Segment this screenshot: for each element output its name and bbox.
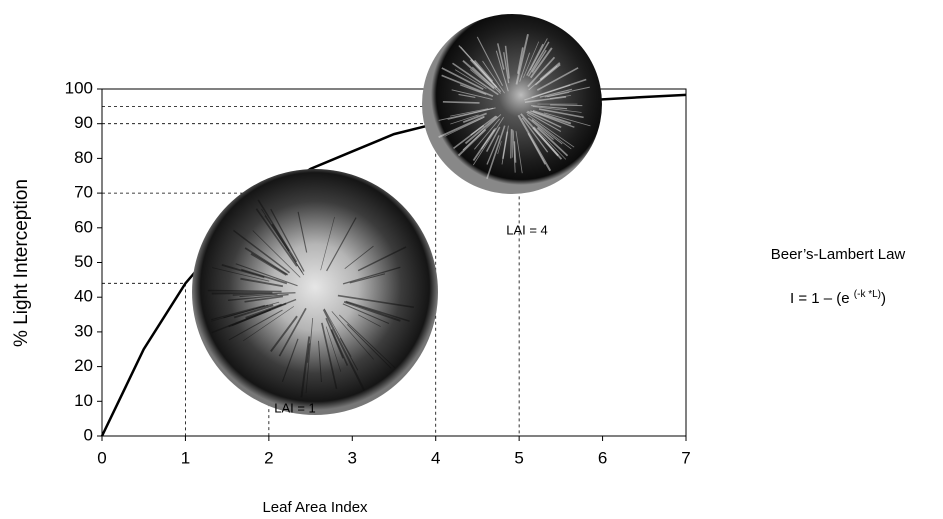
photo-texture bbox=[212, 293, 273, 294]
y-axis-label: % Light Interception bbox=[11, 179, 32, 347]
y-tick-label: 20 bbox=[74, 356, 93, 375]
chart: 0 10 20 30 40 50 60 70 80 90 100 0 1 2 3 4 5 6 7 LAI = 1 L… bbox=[0, 0, 943, 519]
x-tick-label: 3 bbox=[348, 448, 357, 467]
x-tick-label: 4 bbox=[431, 448, 440, 467]
y-tick-label: 30 bbox=[74, 321, 93, 340]
annotation: LAI = 1 bbox=[274, 400, 316, 415]
x-tick-label: 5 bbox=[514, 448, 523, 467]
y-tick-label: 60 bbox=[74, 217, 93, 236]
annotation: Beer’s-Lambert Law bbox=[771, 246, 906, 263]
y-tick-label: 10 bbox=[74, 391, 93, 410]
y-tick-label: 80 bbox=[74, 148, 93, 167]
y-tick-label: 0 bbox=[84, 425, 93, 444]
fisheye-photo bbox=[192, 169, 438, 415]
x-tick-label: 2 bbox=[264, 448, 273, 467]
x-axis-label: Leaf Area Index bbox=[262, 499, 368, 516]
y-tick-label: 50 bbox=[74, 252, 93, 271]
y-tick-label: 90 bbox=[74, 113, 93, 132]
annotation: LAI = 4 bbox=[506, 222, 548, 237]
formula-end: ) bbox=[881, 290, 886, 307]
y-tick-label: 100 bbox=[65, 78, 93, 97]
formula: I = 1 – (e (-k *L)) bbox=[790, 289, 886, 307]
y-tick-label: 70 bbox=[74, 183, 93, 202]
photos bbox=[192, 14, 602, 415]
y-tick-label: 40 bbox=[74, 287, 93, 306]
formula-base: I = 1 – (e bbox=[790, 290, 854, 307]
photo-texture bbox=[443, 102, 480, 103]
x-tick-label: 1 bbox=[181, 448, 190, 467]
photo-texture bbox=[208, 290, 282, 291]
x-tick-label: 7 bbox=[681, 448, 690, 467]
x-tick-label: 6 bbox=[598, 448, 607, 467]
x-tick-label: 0 bbox=[97, 448, 106, 467]
photo-texture bbox=[511, 129, 512, 158]
formula-sup: (-k *L) bbox=[854, 289, 881, 300]
